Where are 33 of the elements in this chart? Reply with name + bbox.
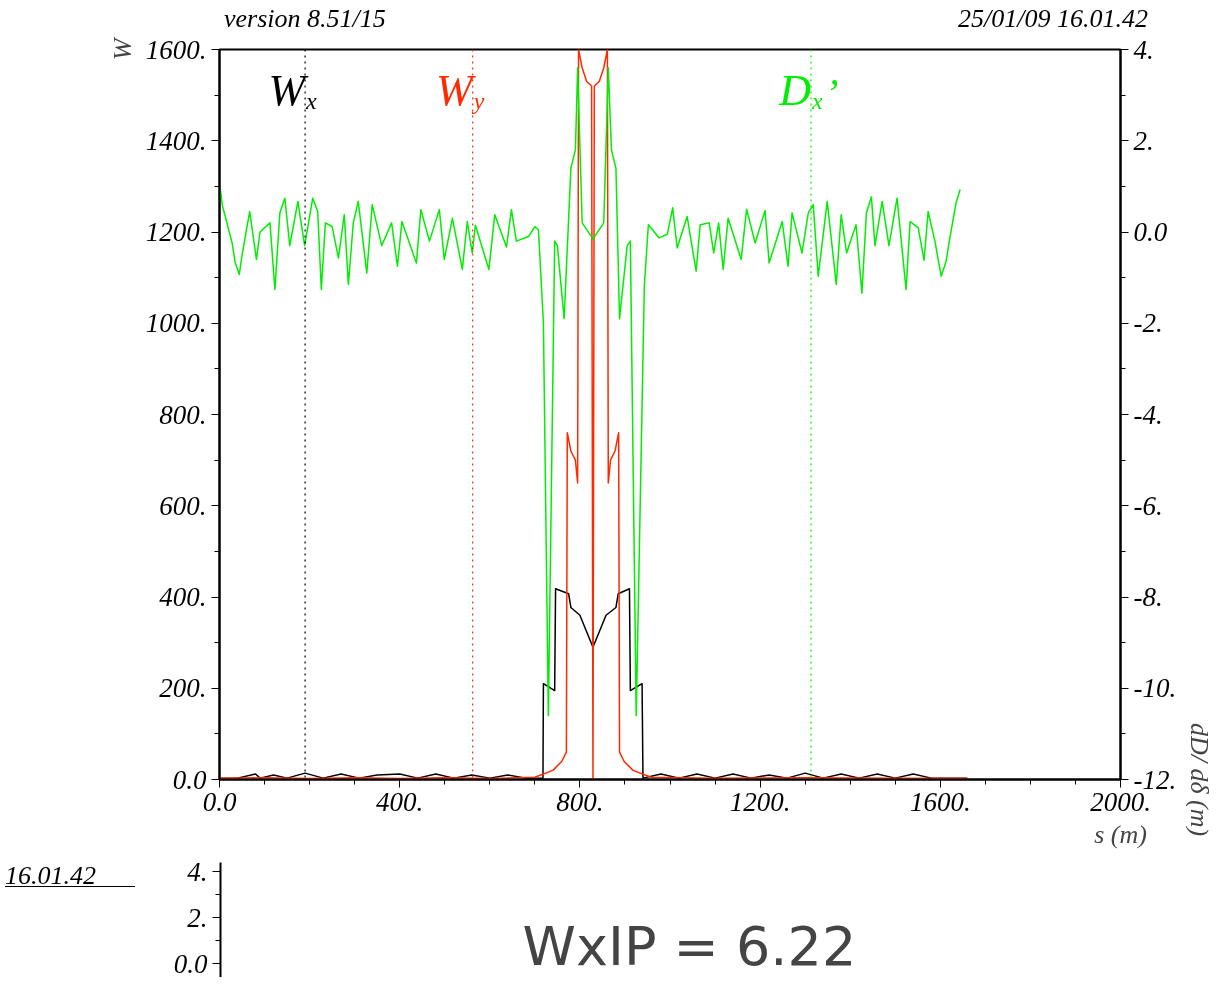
- ref-line-label: Wx: [268, 65, 318, 115]
- text: 4.: [187, 856, 208, 887]
- y-tick-label: 0.0: [172, 764, 207, 795]
- x-axis-title: s (m): [1094, 819, 1147, 849]
- text: 25/01/09 16.01.42: [958, 4, 1148, 33]
- y2-tick-label: -4.: [1133, 399, 1163, 430]
- y2-tick-label: 2.: [1133, 125, 1154, 156]
- x-tick-label: 400.: [376, 786, 424, 817]
- y-tick-label: 400.: [159, 582, 207, 612]
- y-tick-label: 200.: [159, 673, 207, 704]
- text: 16.01.42: [5, 860, 96, 892]
- x-tick-label: 1200.: [729, 786, 791, 817]
- y2-tick-label: -2.: [1133, 308, 1163, 339]
- text: 2.: [187, 902, 208, 933]
- y2-tick-label: -10.: [1133, 673, 1177, 704]
- y-tick-label: 1400.: [145, 125, 207, 156]
- ref-line-label: Dx’: [778, 65, 839, 115]
- y2-axis-title: dD/ dδ (m): [1185, 722, 1215, 837]
- y2-tick-label: -8.: [1133, 582, 1163, 612]
- ref-line-label: Wy: [436, 65, 485, 115]
- y2-tick-label: -6.: [1133, 490, 1163, 521]
- y-tick-label: 800.: [159, 399, 207, 430]
- y-tick-label: 1000.: [145, 308, 207, 339]
- x-tick-label: 800.: [556, 786, 604, 817]
- y-tick-label: 1600.: [145, 34, 207, 65]
- text: version 8.51/15: [224, 4, 386, 33]
- y-tick-label: 1200.: [145, 217, 207, 247]
- x-tick-label: 1600.: [909, 786, 971, 817]
- y-axis-title: W: [107, 36, 137, 61]
- y2-tick-label: 0.0: [1133, 217, 1168, 247]
- y-tick-label: 600.: [159, 490, 207, 521]
- text: WxIP = 6.22: [522, 914, 857, 978]
- y2-tick-label: 4.: [1133, 34, 1154, 65]
